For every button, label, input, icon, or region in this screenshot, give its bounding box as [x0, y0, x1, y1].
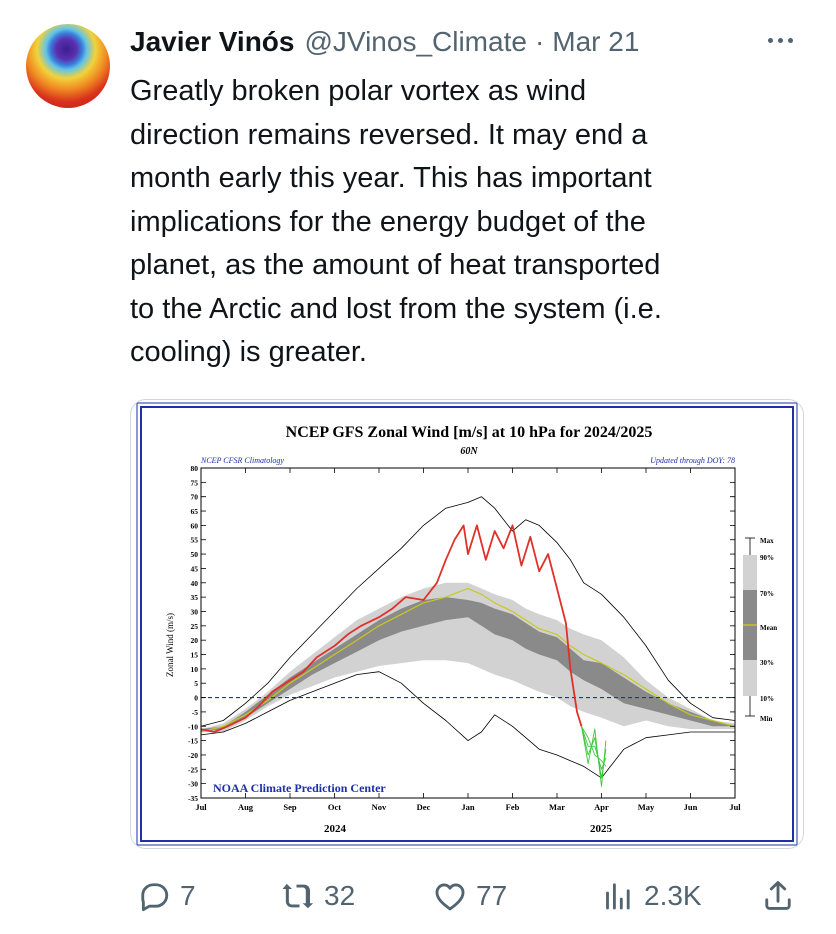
- y-tick-label: 70: [191, 493, 199, 502]
- chart-frame-outer: [136, 402, 798, 846]
- y-tick-label: 35: [191, 593, 199, 602]
- y-tick-label: 10: [191, 665, 199, 674]
- x-tick-label: Jan: [461, 802, 475, 812]
- y-tick-label: -35: [188, 794, 198, 803]
- y-tick-label: -5: [192, 708, 198, 717]
- view-count: 2.3K: [644, 880, 702, 911]
- y-axis-label: Zonal Wind (m/s): [165, 613, 175, 677]
- legend-label: 10%: [760, 695, 774, 703]
- more-horizontal-icon: [767, 37, 773, 43]
- legend-label: Min: [760, 715, 773, 723]
- x-tick-label: Jul: [729, 802, 741, 812]
- chart-frame-inner: [140, 406, 794, 842]
- chart-credit: NOAA Climate Prediction Center: [213, 781, 386, 795]
- x-tick-label: Aug: [238, 802, 254, 812]
- views-icon: [606, 883, 630, 910]
- legend-label: 30%: [760, 659, 774, 667]
- more-horizontal-icon-dot: [777, 37, 783, 43]
- views-button[interactable]: 2.3K: [600, 872, 702, 920]
- y-tick-label: 15: [191, 651, 199, 660]
- chart-subtitle: 60N: [460, 446, 478, 457]
- y-tick-label: 30: [191, 607, 199, 616]
- updated-note: Updated through DOY: 78: [650, 456, 735, 465]
- y-tick-label: -10: [188, 722, 198, 731]
- y-tick-label: 50: [191, 550, 199, 559]
- tweet-text: Greatly broken polar vortex as wind dire…: [130, 75, 662, 368]
- legend-label: 90%: [760, 554, 774, 562]
- series-min-line: [200, 671, 735, 779]
- zonal-wind-chart: NCEP GFS Zonal Wind [m/s] at 10 hPa for …: [136, 402, 798, 846]
- y-tick-label: -20: [188, 751, 198, 760]
- share-button[interactable]: [760, 872, 796, 920]
- tweet-date[interactable]: Mar 21: [552, 26, 640, 57]
- series-max-line: [200, 496, 736, 727]
- y-tick-label: 60: [191, 521, 199, 530]
- reply-button[interactable]: 7: [136, 872, 196, 920]
- x-year-left: 2024: [324, 823, 347, 835]
- author-name[interactable]: Javier Vinós: [130, 26, 295, 57]
- x-tick-label: Jul: [195, 802, 207, 812]
- reply-count: 7: [180, 880, 196, 911]
- y-tick-label: 55: [191, 536, 199, 545]
- share-icon: [765, 881, 791, 910]
- header-separator: ·: [534, 26, 545, 57]
- y-tick-label: 75: [191, 478, 199, 487]
- repost-button[interactable]: 32: [280, 872, 355, 920]
- y-tick-label: -30: [188, 780, 198, 789]
- x-tick-label: Nov: [372, 802, 387, 812]
- tweet-actions: 7 32 77 2.3K: [130, 872, 802, 920]
- y-tick-label: 20: [191, 636, 199, 645]
- x-tick-label: Mar: [549, 802, 565, 812]
- y-tick-label: 40: [191, 579, 199, 588]
- like-button[interactable]: 77: [432, 872, 507, 920]
- repost-icon: [282, 883, 314, 909]
- forecast-ensemble-line-3: [581, 726, 607, 767]
- reply-icon: [141, 883, 169, 912]
- legend-label: Mean: [760, 624, 777, 632]
- author-avatar[interactable]: [26, 24, 110, 108]
- percentile-10-90-band: [201, 582, 735, 732]
- series-mean-line: [200, 587, 736, 733]
- y-tick-label: 80: [191, 464, 199, 473]
- x-tick-label: Oct: [328, 802, 341, 812]
- y-tick-label: 5: [194, 679, 198, 688]
- forecast-ensemble-line-2: [581, 726, 607, 770]
- forecast-ensemble-line-1: [581, 726, 607, 779]
- y-tick-label: -15: [188, 737, 198, 746]
- current-year-line: [200, 524, 583, 733]
- x-tick-label: Feb: [506, 802, 520, 812]
- y-tick-label: -25: [188, 765, 198, 774]
- x-tick-label: Dec: [417, 802, 431, 812]
- chart-title: NCEP GFS Zonal Wind [m/s] at 10 hPa for …: [286, 424, 653, 441]
- forecast-ensemble-line-0: [581, 726, 607, 787]
- tweet-media-image[interactable]: NCEP GFS Zonal Wind [m/s] at 10 hPa for …: [130, 399, 804, 849]
- x-tick-label: Jun: [684, 802, 698, 812]
- heart-icon: [435, 883, 465, 911]
- more-options-button[interactable]: [760, 30, 800, 50]
- author-handle[interactable]: @JVinos_Climate: [304, 26, 527, 57]
- y-tick-label: 25: [191, 622, 199, 631]
- climatology-note: NCEP CFSR Climatology: [200, 456, 284, 465]
- x-tick-label: Sep: [283, 802, 297, 812]
- tweet-header: Javier Vinós @JVinos_Climate · Mar 21: [130, 26, 639, 62]
- y-tick-label: 45: [191, 564, 199, 573]
- like-count: 77: [476, 880, 508, 911]
- y-tick-label: 0: [194, 694, 198, 703]
- repost-count: 32: [324, 880, 356, 911]
- legend-label: 70%: [760, 590, 774, 598]
- x-tick-label: Apr: [594, 802, 609, 812]
- more-horizontal-icon-dot: [787, 37, 793, 43]
- y-tick-label: 65: [191, 507, 199, 516]
- legend-label: Max: [760, 537, 774, 545]
- x-tick-label: May: [638, 802, 655, 812]
- x-year-right: 2025: [590, 823, 613, 835]
